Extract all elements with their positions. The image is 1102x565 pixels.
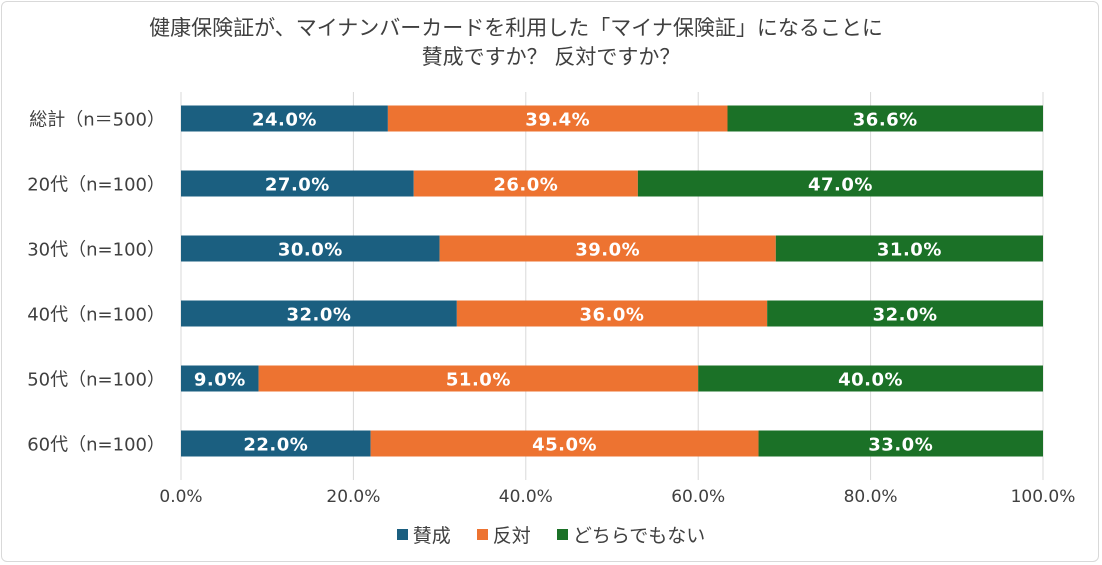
legend-swatch-neutral <box>556 529 568 540</box>
bar-segment-0 <box>181 105 388 132</box>
bar-segment-2 <box>767 300 1043 327</box>
bar-segment-0 <box>181 235 440 262</box>
bar-segment-1 <box>413 170 638 197</box>
data-label: 27.0% <box>265 175 330 196</box>
bar-segment-0 <box>181 170 414 197</box>
x-tick-label: 80.0% <box>844 487 898 507</box>
bar-segment-1 <box>258 365 699 392</box>
data-label: 47.0% <box>808 175 873 196</box>
legend-label-oppose: 反対 <box>492 525 531 547</box>
data-label: 26.0% <box>493 175 558 196</box>
bar-segment-2 <box>637 170 1043 197</box>
category-label: 40代（n=100） <box>27 305 165 326</box>
data-label: 51.0% <box>446 370 511 391</box>
chart-title-line-2: 賛成ですか？ 反対ですか？ <box>421 45 681 69</box>
bar-segment-2 <box>727 105 1043 132</box>
data-label: 40.0% <box>838 370 903 391</box>
bar-segment-0 <box>181 300 457 327</box>
legend-label-neutral: どちらでもない <box>572 525 706 547</box>
bar-segment-2 <box>758 430 1043 457</box>
bar-segment-1 <box>387 105 728 132</box>
bar-segment-2 <box>775 235 1043 262</box>
data-label: 32.0% <box>286 305 351 326</box>
x-tick-label: 60.0% <box>671 487 725 507</box>
legend-item-support: 賛成 <box>396 521 451 548</box>
category-label: 20代（n=100） <box>27 175 165 196</box>
bar-segment-1 <box>370 430 759 457</box>
data-label: 24.0% <box>252 110 317 131</box>
category-label: 50代（n=100） <box>27 370 165 391</box>
bar-segment-0 <box>181 430 371 457</box>
data-label: 36.6% <box>853 110 918 131</box>
x-tick-label: 40.0% <box>499 487 553 507</box>
data-label: 32.0% <box>873 305 938 326</box>
legend-swatch-oppose <box>476 529 488 540</box>
bar-segment-1 <box>439 235 776 262</box>
bar-segment-2 <box>698 365 1043 392</box>
legend: 賛成 反対 どちらでもない <box>0 521 1102 548</box>
data-label: 45.0% <box>532 435 597 456</box>
x-tick-label: 100.0% <box>1011 487 1076 507</box>
data-label: 31.0% <box>877 240 942 261</box>
data-label: 9.0% <box>194 370 246 391</box>
data-label: 39.4% <box>525 110 590 131</box>
legend-swatch-support <box>396 529 408 540</box>
x-tick-label: 20.0% <box>326 487 380 507</box>
data-label: 30.0% <box>278 240 343 261</box>
data-label: 39.0% <box>575 240 640 261</box>
data-label: 36.0% <box>580 305 645 326</box>
legend-label-support: 賛成 <box>412 525 451 547</box>
chart-title: 健康保険証が、マイナンバーカードを利用した「マイナ保険証」になることに 賛成です… <box>0 14 1102 72</box>
legend-item-neutral: どちらでもない <box>556 521 706 548</box>
bar-segment-0 <box>181 365 259 392</box>
category-label: 60代（n=100） <box>27 435 165 456</box>
chart-title-line-1: 健康保険証が、マイナンバーカードを利用した「マイナ保険証」になることに <box>149 16 883 40</box>
x-tick-label: 0.0% <box>159 487 202 507</box>
category-label: 30代（n=100） <box>27 240 165 261</box>
category-label: 総計（n＝500） <box>29 110 165 131</box>
data-label: 22.0% <box>243 435 308 456</box>
legend-item-oppose: 反対 <box>476 521 531 548</box>
data-label: 33.0% <box>868 435 933 456</box>
bar-segment-1 <box>456 300 768 327</box>
